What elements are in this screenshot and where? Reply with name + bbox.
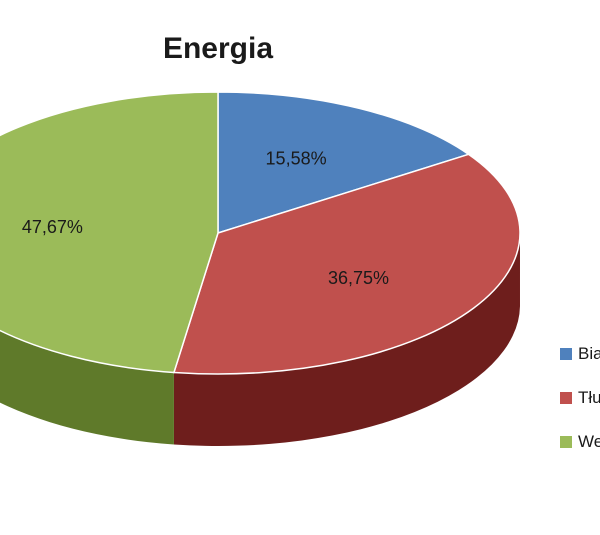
legend-label-2: Tłu xyxy=(578,388,600,407)
legend-swatch-1 xyxy=(560,348,572,360)
legend-swatch-2 xyxy=(560,392,572,404)
data-label-1: 15,58% xyxy=(266,148,327,168)
pie-slice-1 xyxy=(217,91,471,235)
data-label-2: 36,75% xyxy=(328,268,389,288)
pie-slice-2 xyxy=(172,153,521,375)
legend-label-3: We xyxy=(578,432,600,451)
pie-side-faces xyxy=(0,234,520,446)
data-label-3: 47,67% xyxy=(22,217,83,237)
legend: Bia Tłu We xyxy=(560,344,600,451)
legend-label-1: Bia xyxy=(578,344,600,363)
pie-side-3 xyxy=(0,330,174,445)
chart-title: Energia xyxy=(163,32,273,65)
pie-data-labels: 15,58% 36,75% 47,67% xyxy=(22,148,389,288)
legend-swatch-3 xyxy=(560,436,572,448)
pie-top-faces xyxy=(0,91,521,375)
pie-side-2 xyxy=(173,234,520,446)
pie-slice-3 xyxy=(0,91,219,374)
